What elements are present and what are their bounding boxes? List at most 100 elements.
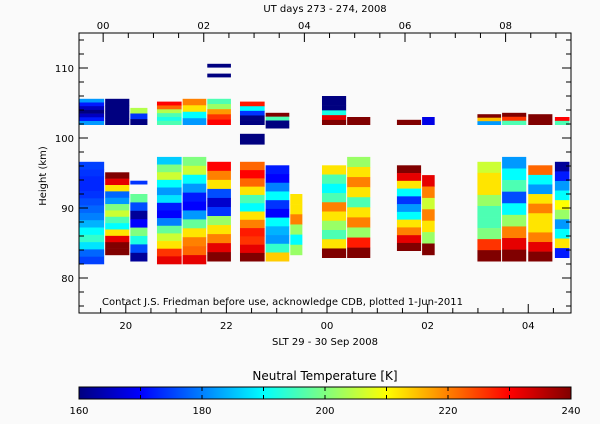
data-cell (130, 252, 148, 262)
data-cell (130, 219, 148, 228)
colorbar-tick-label: 240 (561, 406, 580, 417)
data-cell (396, 180, 422, 189)
data-cell (265, 235, 290, 245)
data-cell (130, 107, 148, 114)
data-cell (239, 211, 265, 221)
data-cell (554, 161, 570, 172)
data-cell (528, 165, 553, 176)
data-cell (156, 256, 182, 265)
data-cell (396, 235, 422, 244)
data-cell (502, 238, 527, 250)
colorbar-title: Neutral Temperature [K] (252, 369, 397, 383)
data-cell (239, 228, 265, 237)
data-cell (130, 180, 148, 185)
data-cell (78, 169, 105, 177)
data-cell (156, 195, 182, 204)
data-cell (396, 204, 422, 213)
data-cell (554, 228, 570, 239)
data-cell (207, 109, 231, 115)
annotation: Contact J.S. Friedman before use, acknow… (102, 297, 463, 308)
data-cell (78, 117, 105, 122)
data-cell (477, 205, 502, 218)
data-cell (265, 116, 290, 121)
slt-tick-label: 02 (421, 321, 434, 332)
data-cell (207, 225, 231, 235)
slt-tick-label: 22 (220, 321, 233, 332)
data-cell (105, 118, 130, 125)
data-cell (105, 105, 130, 113)
data-cell (528, 114, 553, 120)
data-cell (290, 224, 303, 235)
data-cell (528, 222, 553, 233)
axes: 80 90 100 110 00 02 04 06 08 20 22 00 02 04 (55, 21, 571, 332)
data-cell (502, 120, 527, 125)
data-cell (130, 236, 148, 245)
data-cell (78, 242, 105, 250)
data-cell (477, 217, 502, 229)
data-cell (528, 174, 553, 185)
data-cell (554, 209, 570, 220)
ut-tick-label: 02 (197, 21, 210, 32)
data-cell (554, 238, 570, 249)
data-cell (239, 186, 265, 196)
data-cell (207, 63, 231, 68)
data-cell (182, 165, 207, 176)
data-cell (477, 183, 502, 196)
data-cell (130, 244, 148, 254)
data-cell (207, 206, 231, 217)
data-cell (182, 183, 207, 193)
heatmap-cells (78, 63, 570, 265)
data-cell (502, 168, 527, 181)
data-cell (105, 185, 130, 192)
colorbar-ticks: 160 180 200 220 240 (69, 387, 581, 417)
data-cell (321, 202, 347, 212)
data-cell (182, 105, 207, 113)
y-tick-label: 90 (61, 204, 74, 215)
ut-tick-label: 08 (499, 21, 512, 32)
data-cell (321, 248, 347, 258)
data-cell (207, 188, 231, 199)
data-cell (105, 229, 130, 237)
data-cell (105, 204, 130, 211)
data-cell (105, 223, 130, 230)
data-cell (239, 106, 265, 112)
data-cell (477, 161, 502, 174)
ut-tick-label: 06 (399, 21, 412, 32)
data-cell (239, 120, 265, 125)
y-axis-label: Height (km) (38, 146, 49, 206)
data-cell (477, 228, 502, 240)
data-cell (321, 211, 347, 222)
data-cell (321, 183, 347, 194)
data-cell (422, 243, 435, 256)
data-cell (105, 178, 130, 186)
ut-tick-label: 04 (298, 21, 311, 32)
data-cell (156, 120, 182, 125)
data-cell (239, 236, 265, 245)
data-cell (182, 255, 207, 265)
data-cell (156, 156, 182, 165)
data-cell (78, 113, 105, 118)
data-cell (265, 182, 290, 192)
y-tick-label: 110 (55, 64, 74, 75)
data-cell (156, 101, 182, 106)
data-cell (78, 106, 105, 111)
data-cell (528, 184, 553, 195)
data-cell (78, 176, 105, 184)
data-cell (396, 219, 422, 228)
data-cell (422, 209, 435, 221)
data-cell (347, 187, 371, 198)
data-cell (156, 117, 182, 122)
data-cell (156, 179, 182, 188)
data-cell (396, 173, 422, 182)
data-cell (130, 210, 148, 220)
slt-tick-label: 04 (522, 321, 535, 332)
data-cell (78, 98, 105, 103)
data-cell (477, 172, 502, 185)
data-cell (290, 244, 303, 256)
data-cell (156, 241, 182, 249)
data-cell (265, 165, 290, 175)
data-cell (182, 210, 207, 220)
data-cell (182, 118, 207, 125)
data-cell (207, 73, 231, 78)
data-cell (528, 213, 553, 224)
